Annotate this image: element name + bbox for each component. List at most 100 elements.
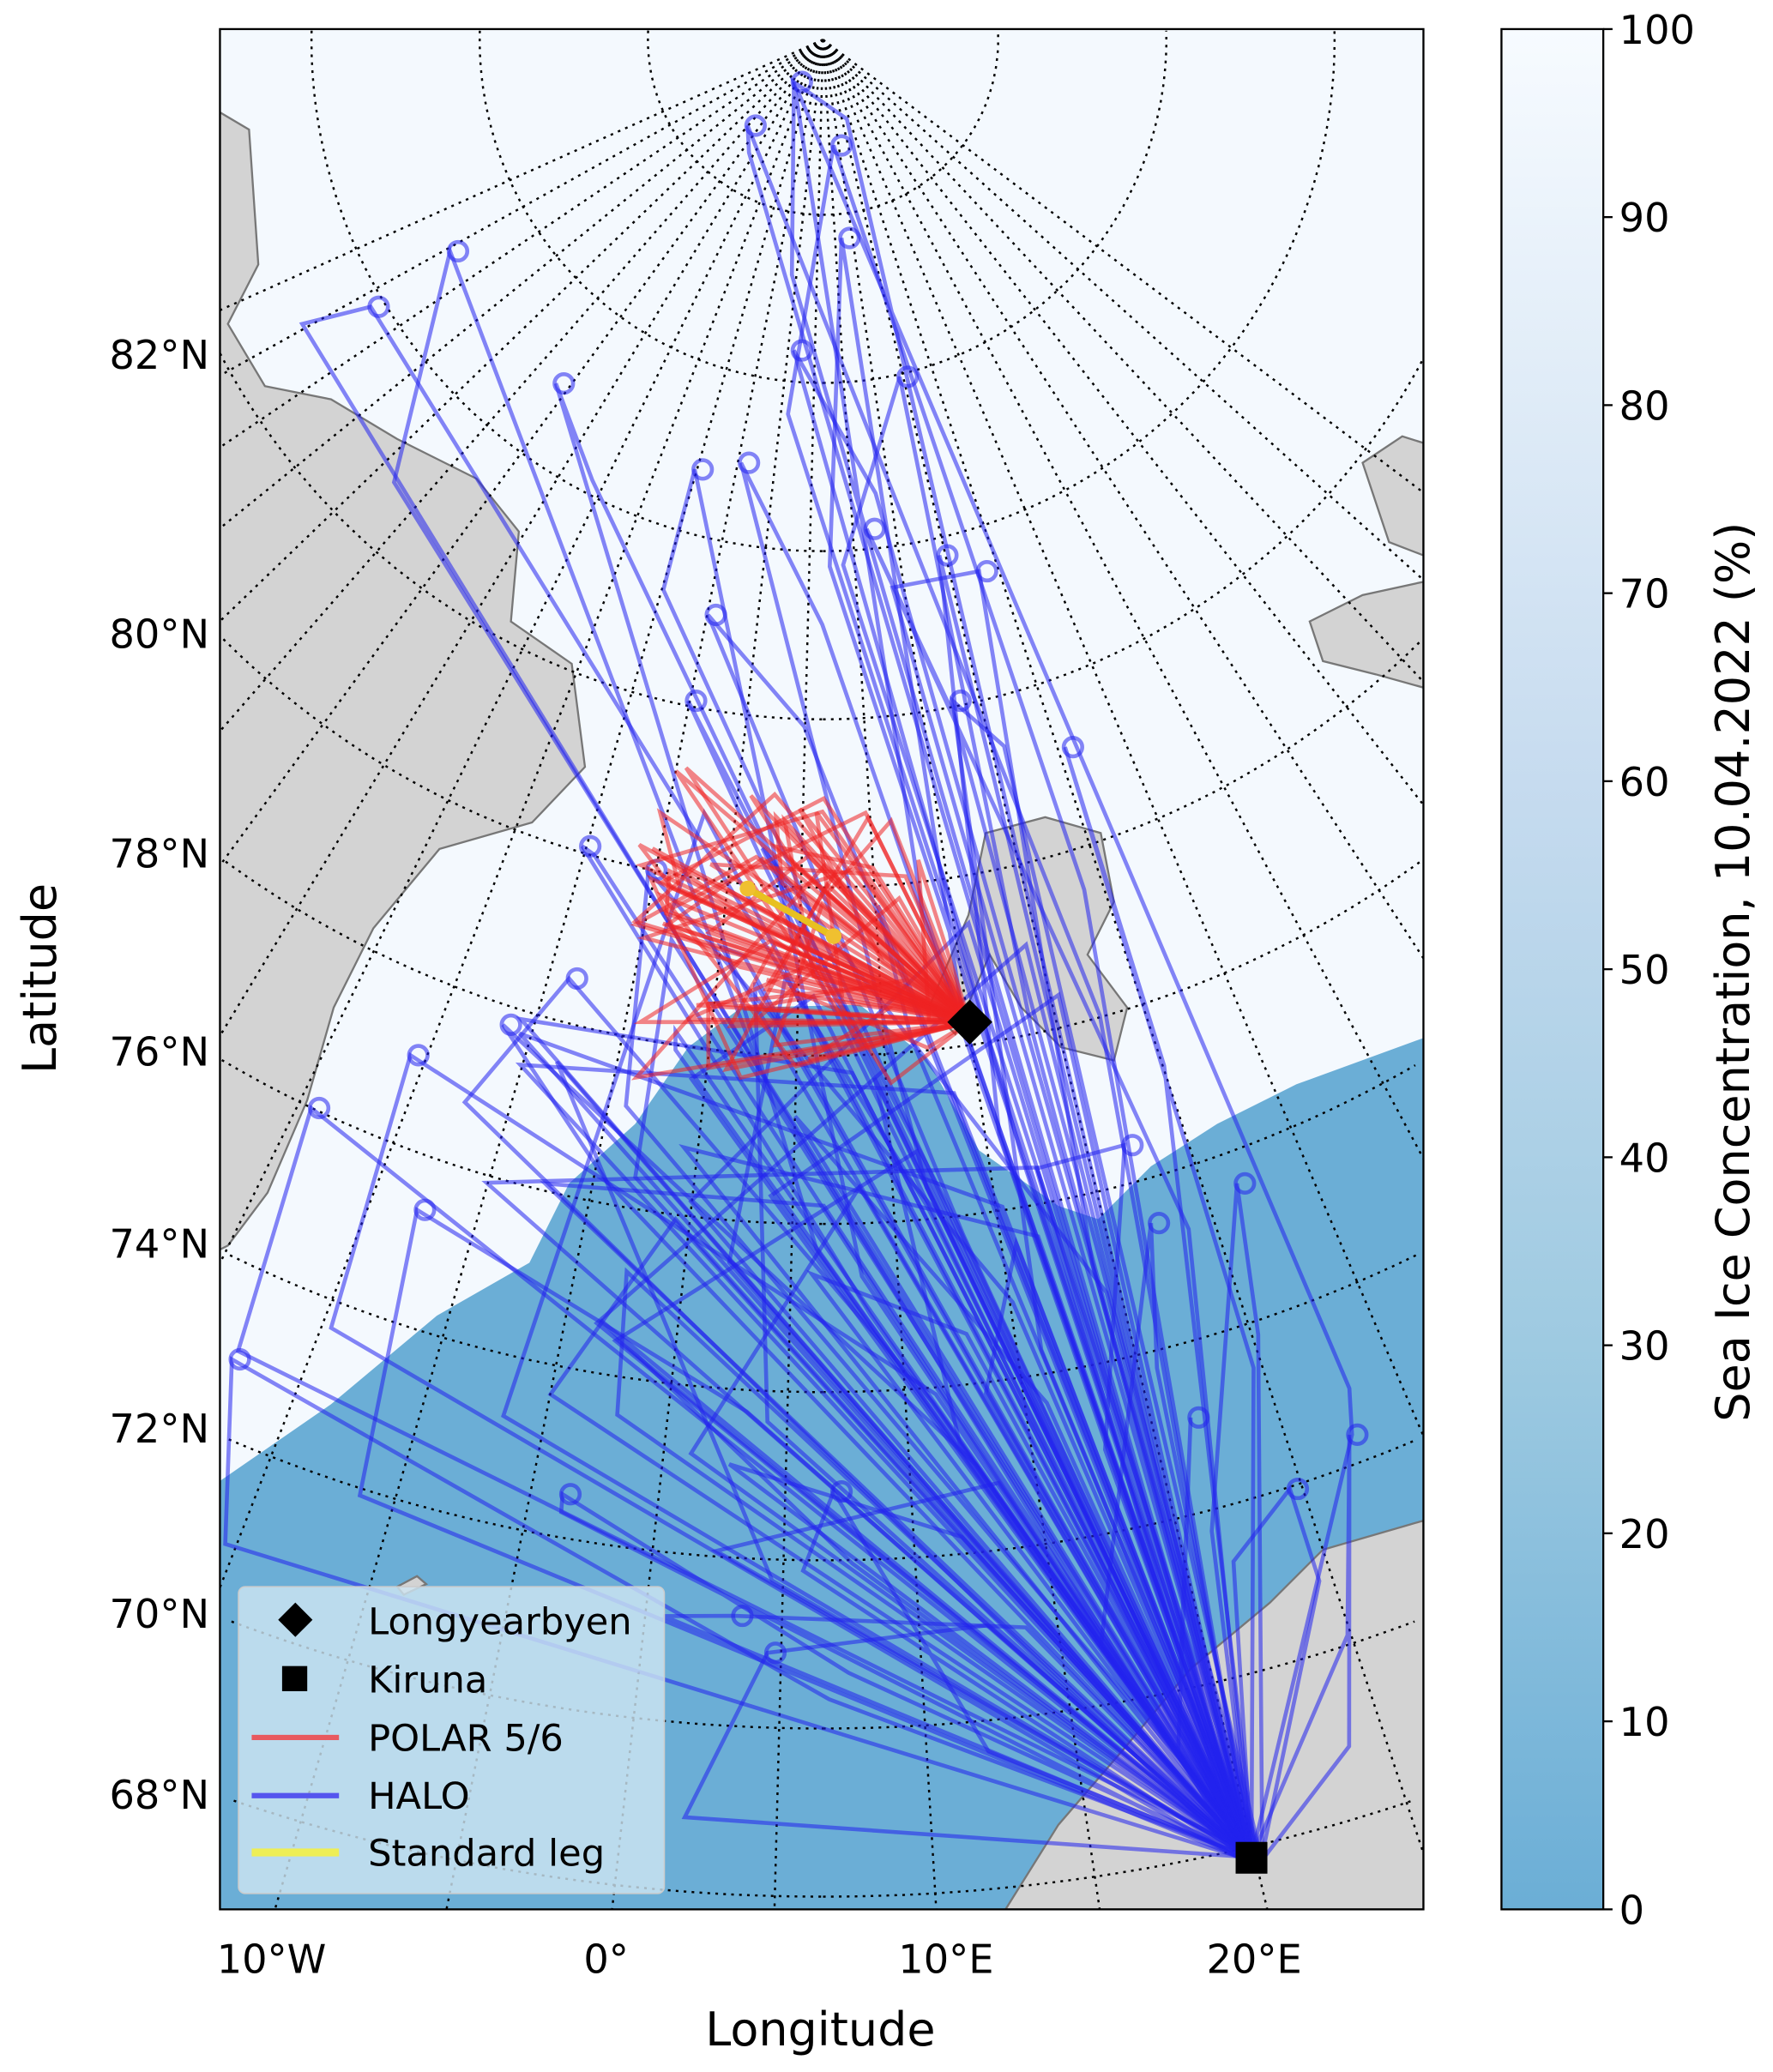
colorbar-tick-label: 10 bbox=[1619, 1699, 1670, 1745]
kiruna-marker bbox=[1235, 1841, 1268, 1874]
polar-track bbox=[661, 921, 971, 1025]
halo-turn-loop bbox=[975, 559, 998, 583]
meridian-line bbox=[822, 39, 1424, 1854]
halo-turn-loop bbox=[407, 1044, 430, 1067]
map-frame bbox=[219, 27, 1425, 1911]
meridian-line bbox=[822, 39, 1424, 1159]
lon-tick: 10°E bbox=[898, 1936, 993, 1982]
legend-label-halo: HALO bbox=[368, 1775, 469, 1818]
polar-track bbox=[630, 854, 972, 1025]
standard-leg-end bbox=[825, 928, 842, 944]
lon-tick: 0° bbox=[583, 1936, 629, 1982]
parallel-line bbox=[823, 1620, 1415, 1730]
lat-tick: 80°N bbox=[110, 611, 210, 657]
lon-tick: 10°W bbox=[217, 1936, 327, 1982]
legend-square-icon bbox=[281, 1665, 308, 1691]
legend-label-longyearbyen: Longyearbyen bbox=[368, 1601, 632, 1644]
halo-track bbox=[727, 1462, 1253, 1860]
halo-track bbox=[678, 1144, 1254, 1859]
standard-leg-start bbox=[739, 880, 756, 897]
meridian-line bbox=[220, 39, 824, 529]
colorbar-tick-label: 40 bbox=[1619, 1135, 1670, 1181]
halo-track bbox=[752, 981, 1254, 1859]
lat-tick-labels: 82°N 80°N 78°N 76°N 74°N 72°N 70°N 68°N bbox=[110, 332, 210, 1818]
halo-track bbox=[673, 1024, 1253, 1859]
x-axis-label: Longitude bbox=[705, 2003, 935, 2057]
lon-tick: 20°E bbox=[1207, 1936, 1302, 1982]
lat-tick: 76°N bbox=[110, 1029, 210, 1075]
map-area: Longyearbyen Kiruna POLAR 5/6 HALO Stand… bbox=[220, 28, 1424, 1910]
polar-track bbox=[825, 816, 972, 1024]
polar-track bbox=[726, 888, 971, 1024]
halo-track bbox=[612, 1148, 1254, 1860]
halo-turn-loop bbox=[1121, 1134, 1144, 1157]
polar-track bbox=[762, 813, 972, 1025]
legend: Longyearbyen Kiruna POLAR 5/6 HALO Stand… bbox=[238, 1586, 666, 1894]
halo-turn-loop bbox=[863, 517, 886, 540]
halo-turn-loop bbox=[565, 967, 588, 991]
halo-turn-loop bbox=[704, 603, 727, 627]
halo-turn-loop bbox=[684, 690, 708, 713]
halo-track bbox=[789, 76, 1354, 1858]
polar-tracks bbox=[630, 766, 972, 1086]
halo-turn-loop bbox=[367, 295, 390, 318]
halo-turn-loop bbox=[949, 690, 972, 713]
colorbar-tick-label: 50 bbox=[1619, 947, 1670, 993]
halo-turn-loop bbox=[744, 114, 767, 137]
polar-track bbox=[635, 809, 972, 1024]
halo-track bbox=[710, 1480, 1253, 1860]
halo-turn-loop bbox=[691, 458, 715, 481]
colorbar-tick-label: 20 bbox=[1619, 1511, 1670, 1557]
legend-label-polar: POLAR 5/6 bbox=[368, 1717, 564, 1760]
lat-tick: 70°N bbox=[110, 1591, 210, 1637]
colorbar-label: Sea Ice Concentration, 10.04.2022 (%) bbox=[1706, 522, 1760, 1422]
parallel-line bbox=[823, 860, 1421, 1057]
longyearbyen-marker bbox=[947, 999, 992, 1045]
lat-tick: 72°N bbox=[110, 1406, 210, 1452]
franz-josef-land bbox=[1308, 581, 1424, 689]
colorbar-tick-label: 80 bbox=[1619, 382, 1670, 429]
halo-turn-loop bbox=[790, 339, 813, 362]
meridian-line bbox=[220, 39, 824, 1037]
polar-track bbox=[709, 862, 972, 1024]
lat-tick: 78°N bbox=[110, 830, 210, 876]
colorbar-tick-label: 60 bbox=[1619, 759, 1670, 805]
legend-diamond-icon bbox=[278, 1602, 313, 1637]
legend-label-kiruna: Kiruna bbox=[368, 1659, 487, 1702]
halo-turn-loop bbox=[558, 1483, 582, 1506]
y-axis-label: Latitude bbox=[13, 883, 67, 1074]
halo-turn-loop bbox=[738, 451, 761, 474]
halo-turn-loop bbox=[446, 239, 470, 263]
polar-track bbox=[656, 808, 971, 1024]
parallel-line bbox=[823, 1438, 1418, 1562]
parallel-line bbox=[823, 358, 1424, 720]
colorbar-tick-label: 100 bbox=[1619, 7, 1695, 53]
halo-track bbox=[516, 1016, 1254, 1859]
parallel-line bbox=[823, 30, 1336, 552]
halo-turn-loop bbox=[829, 134, 853, 157]
nordaustlandet-islands bbox=[1361, 435, 1424, 557]
halo-turn-loop bbox=[499, 1013, 522, 1036]
legend-label-standard-leg: Standard leg bbox=[368, 1832, 605, 1875]
halo-turn-loop bbox=[552, 372, 576, 395]
polar-track bbox=[674, 769, 972, 1049]
halo-track bbox=[805, 1269, 1254, 1859]
halo-turn-loop bbox=[1286, 1477, 1310, 1501]
halo-turn-loop bbox=[579, 834, 602, 858]
lat-tick: 68°N bbox=[110, 1772, 210, 1818]
halo-turn-loop bbox=[763, 1641, 787, 1665]
lat-tick: 74°N bbox=[110, 1220, 210, 1267]
halo-track bbox=[599, 1318, 1253, 1860]
colorbar-tick-label: 0 bbox=[1619, 1887, 1644, 1933]
halo-turn-loop bbox=[307, 1096, 331, 1120]
polar-track bbox=[685, 962, 971, 1025]
halo-turn-loop bbox=[228, 1347, 251, 1371]
meridian-line bbox=[822, 39, 1424, 960]
lon-tick-labels: 10°W 0° 10°E 20°E bbox=[217, 1936, 1302, 1982]
colorbar-tick-label: 70 bbox=[1619, 571, 1670, 617]
halo-track bbox=[540, 1181, 1253, 1859]
parallel-line bbox=[310, 30, 823, 552]
halo-turn-loop bbox=[731, 1604, 754, 1628]
colorbar-tick-label: 90 bbox=[1619, 195, 1670, 241]
